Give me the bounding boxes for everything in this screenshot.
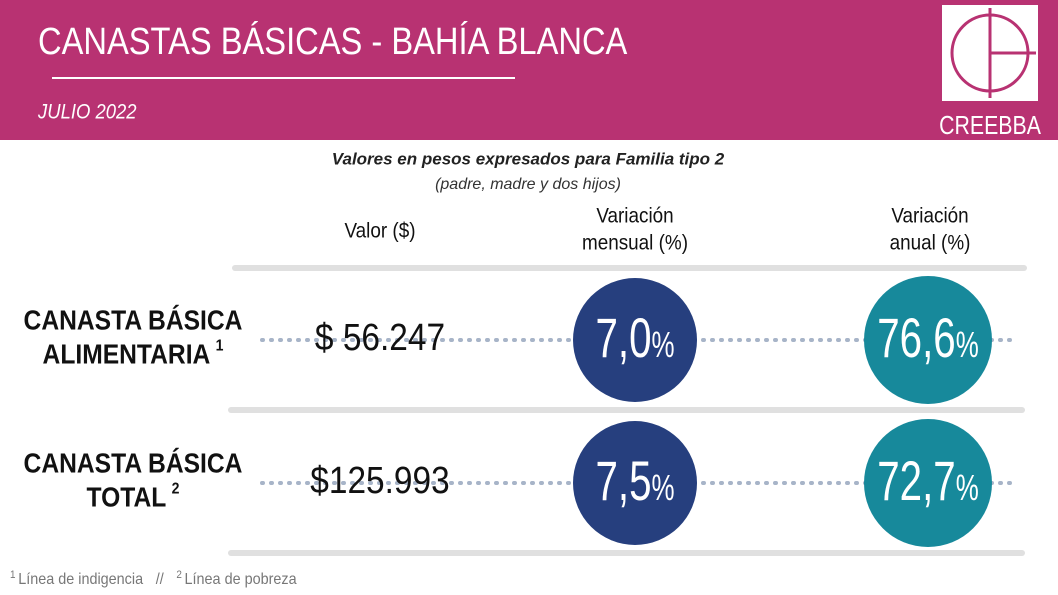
row-label: CANASTA BÁSICA — [24, 304, 243, 336]
variation-number: 76,6 — [877, 307, 955, 369]
variation-circle — [573, 278, 697, 402]
period: JULIO 2022 — [37, 100, 136, 123]
variation-unit: % — [956, 468, 979, 508]
variation: 7,5% — [595, 450, 674, 512]
footnote-mark: 2 — [172, 479, 180, 497]
title: CANASTAS BÁSICAS - BAHÍA BLANCA — [38, 20, 628, 63]
column-header: Valor ($) — [344, 220, 415, 243]
footnote-text: Línea de pobreza — [185, 571, 298, 589]
column-header: Variación — [891, 205, 968, 228]
value: $ 56.247 — [315, 316, 445, 358]
variation-circle — [864, 276, 992, 404]
row-label: TOTAL 2 — [87, 479, 180, 512]
footnote-mark: 1 — [10, 569, 16, 581]
variation-unit: % — [652, 468, 675, 508]
header-band — [0, 0, 1058, 140]
footnotes: 1 Línea de indigencia // 2 Línea de pobreza — [10, 569, 297, 588]
variation-number: 72,7 — [877, 450, 955, 512]
row-label-line: CANASTA BÁSICA — [24, 447, 243, 479]
row-label: ALIMENTARIA 1 — [43, 336, 224, 369]
footnote-text: Línea de indigencia — [18, 571, 143, 589]
separator — [232, 265, 1027, 271]
variation: 72,7% — [877, 450, 979, 512]
row-separators — [228, 265, 1027, 556]
row-label-line: TOTAL — [87, 481, 167, 513]
separator — [228, 407, 1025, 413]
row-label: CANASTA BÁSICA — [24, 447, 243, 479]
variation: 76,6% — [877, 307, 979, 369]
column-header: mensual (%) — [582, 232, 688, 255]
footnote-mark: 1 — [216, 336, 224, 354]
logo — [942, 5, 1038, 101]
column-header: anual (%) — [890, 232, 971, 255]
variation-number: 7,5 — [595, 450, 651, 512]
variation-number: 7,0 — [595, 307, 651, 369]
logo-text: CREEBBA — [939, 111, 1041, 141]
variation-unit: % — [652, 325, 675, 365]
variation-circle — [864, 419, 992, 547]
variation: 7,0% — [595, 307, 674, 369]
row-label-line: ALIMENTARIA — [43, 338, 211, 370]
variation-unit: % — [956, 325, 979, 365]
note: Valores en pesos expresados para Familia… — [332, 149, 725, 168]
separator — [228, 550, 1025, 556]
footnote-mark: 2 — [176, 569, 182, 581]
footnote-separator: // — [156, 571, 165, 589]
value: $125.993 — [310, 459, 449, 501]
note: (padre, madre y dos hijos) — [435, 176, 621, 193]
column-header: Variación — [596, 205, 673, 228]
row-label-line: CANASTA BÁSICA — [24, 304, 243, 336]
variation-circle — [573, 421, 697, 545]
